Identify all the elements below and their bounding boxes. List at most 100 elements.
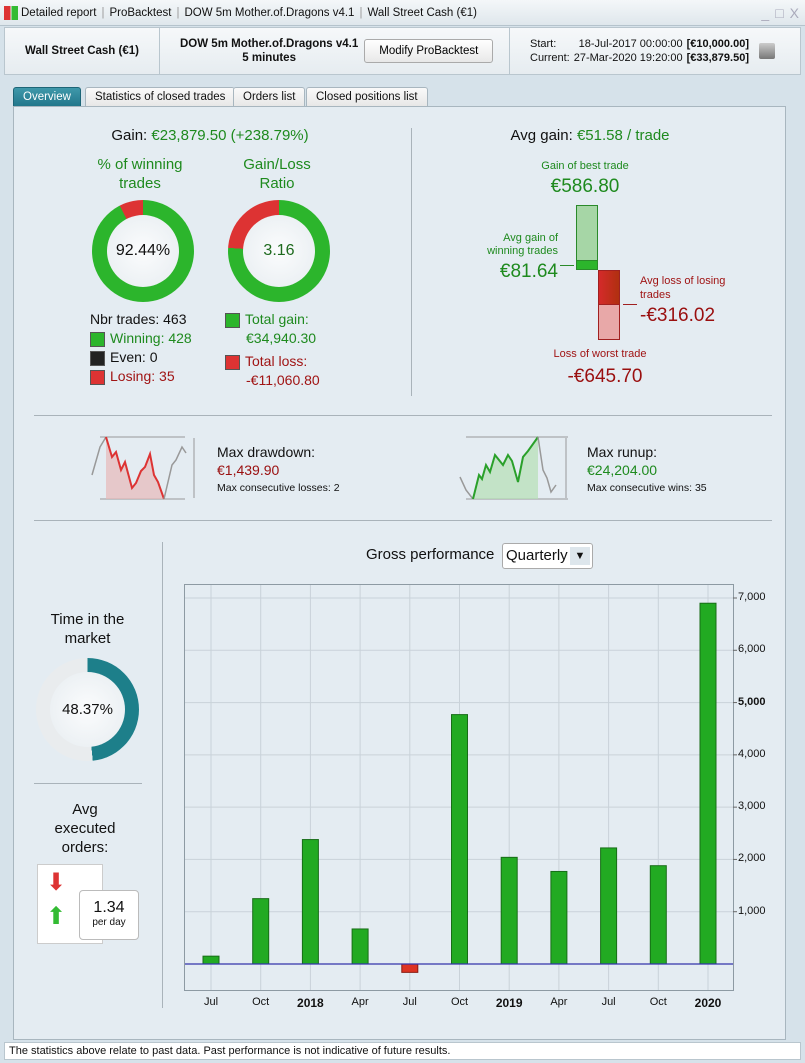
report-header: Wall Street Cash (€1) DOW 5m Mother.of.D…	[4, 27, 801, 75]
x-tick-label: Jul	[402, 996, 417, 1008]
minimize-button[interactable]: _	[761, 4, 770, 21]
bar-jul	[401, 963, 419, 973]
avg-win-value: €81.64	[499, 261, 558, 282]
winning-count: Winning: 428	[110, 330, 192, 346]
total-loss-label: Total loss:	[245, 353, 308, 369]
x-tick-label: Oct	[450, 996, 469, 1008]
period-select-value: Quarterly	[506, 547, 568, 564]
worst-trade-label: Loss of worst trade	[553, 348, 647, 360]
time-in-market-value: 48.37%	[50, 672, 125, 747]
x-tick-label: Apr	[351, 996, 369, 1008]
modify-probacktest-button[interactable]: Modify ProBacktest	[364, 39, 494, 63]
breadcrumb-detailed-report[interactable]: Detailed report	[21, 6, 97, 19]
tab-statistics-closed-trades[interactable]: Statistics of closed trades	[85, 87, 236, 107]
breadcrumb-probacktest[interactable]: ProBacktest	[109, 6, 172, 19]
x-tick-label: 2018	[297, 996, 324, 1010]
bar-2019	[500, 856, 518, 965]
losing-swatch	[90, 369, 105, 385]
bar-jul	[600, 847, 618, 965]
winning-percent: 92.44%	[107, 215, 179, 287]
gross-performance-label: Gross performance	[366, 546, 495, 563]
gain-loss-totals: Total gain: €34,940.30 Total loss: -€11,…	[225, 310, 320, 390]
ratio-title: Gain/Loss Ratio	[243, 156, 311, 192]
total-loss-swatch	[225, 354, 240, 370]
trade-counts: Nbr trades: 463 Winning: 428 Even: 0 Los…	[90, 310, 192, 386]
y-tick-label: 5,000	[738, 695, 766, 708]
max-consecutive-wins: Max consecutive wins: 35	[587, 482, 707, 494]
divider	[34, 520, 772, 521]
breadcrumb-strategy[interactable]: DOW 5m Mother.of.Dragons v4.1	[184, 6, 355, 19]
orders-per-day-unit: per day	[92, 917, 126, 928]
chevron-down-icon[interactable]: ▼	[570, 547, 590, 565]
x-tick-label: Apr	[550, 996, 568, 1008]
runup-label: Max runup:	[587, 444, 658, 460]
current-capital: [€33,879.50]	[686, 52, 749, 64]
avg-gain-label: Avg gain:	[510, 127, 573, 144]
best-trade-label: Gain of best trade	[541, 160, 629, 172]
divider	[411, 128, 412, 396]
avg-win-arrow-icon	[560, 265, 574, 266]
period-select[interactable]: Quarterly ▼	[502, 543, 593, 569]
gain-label: Gain:	[111, 127, 148, 144]
divider	[34, 783, 142, 784]
divider	[34, 415, 772, 416]
divider	[162, 542, 163, 1008]
runup-value: €24,204.00	[587, 462, 658, 478]
avg-loss-arrow-icon	[623, 304, 637, 305]
tab-overview[interactable]: Overview	[13, 87, 81, 107]
bar-oct	[252, 898, 270, 965]
avg-orders-title: Avg executed orders:	[54, 801, 116, 856]
losing-count: Losing: 35	[110, 368, 175, 384]
x-tick-label: Jul	[203, 996, 219, 1008]
instrument-name: Wall Street Cash (€1)	[5, 28, 160, 74]
tab-orders-list[interactable]: Orders list	[233, 87, 306, 107]
y-tick-label: 3,000	[738, 800, 766, 813]
close-button[interactable]: X	[789, 4, 799, 21]
current-date: 27-Mar-2020 19:20:00	[573, 52, 683, 64]
bar-oct	[649, 865, 667, 965]
ratio-donut: 3.16	[228, 200, 330, 302]
ratio-value: 3.16	[243, 215, 315, 287]
tab-closed-positions-list[interactable]: Closed positions list	[306, 87, 428, 107]
avg-win-label: Avg gain of winning trades	[487, 232, 558, 257]
y-tick-label: 1,000	[738, 904, 766, 917]
orders-per-day-badge: 1.34 per day	[79, 890, 139, 940]
bar-jul	[202, 955, 220, 965]
title-bar: Detailed report | ProBacktest | DOW 5m Mot…	[0, 0, 805, 26]
time-in-market-donut: 48.37%	[36, 658, 139, 761]
avg-gain-summary: Avg gain: €51.58 / trade	[470, 127, 710, 144]
x-tick-label: Oct	[649, 996, 667, 1008]
even-swatch	[90, 350, 105, 366]
y-tick-label: 2,000	[738, 852, 766, 865]
total-gain-swatch	[225, 312, 240, 328]
x-tick-label: 2020	[694, 996, 722, 1010]
total-loss-value: -€11,060.80	[246, 372, 320, 388]
y-tick-label: 7,000	[738, 591, 766, 603]
drawdown-sparkline-icon	[91, 436, 195, 500]
avg-win-bar	[576, 260, 598, 270]
bar-2020	[699, 602, 717, 965]
avg-loss-value: -€316.02	[640, 305, 716, 326]
drawdown-value: €1,439.90	[217, 462, 280, 478]
start-label: Start:	[530, 38, 557, 50]
gain-summary: Gain: €23,879.50 (+238.79%)	[60, 127, 360, 144]
start-date: 18-Jul-2017 00:00:00	[578, 38, 683, 50]
current-label: Current:	[530, 52, 570, 64]
x-tick-label: Jul	[601, 996, 616, 1008]
avg-gain-value: €51.58 / trade	[576, 127, 670, 144]
best-trade-value: €586.80	[550, 176, 620, 197]
buy-arrow-icon: ⬆	[46, 903, 67, 930]
sell-arrow-icon: ⬇	[46, 869, 67, 896]
winning-title: % of winning trades	[97, 156, 183, 192]
bar-apr	[351, 928, 369, 965]
runup-sparkline-icon	[459, 436, 568, 500]
even-count: Even: 0	[110, 349, 158, 365]
breadcrumb-instrument[interactable]: Wall Street Cash (€1)	[367, 6, 477, 19]
start-capital: [€10,000.00]	[686, 38, 749, 50]
maximize-button[interactable]: □	[775, 4, 784, 21]
gain-value: €23,879.50 (+238.79%)	[151, 127, 309, 144]
drawdown-label: Max drawdown:	[217, 444, 316, 460]
print-icon[interactable]	[759, 43, 775, 59]
x-tick-label: 2019	[495, 996, 523, 1010]
